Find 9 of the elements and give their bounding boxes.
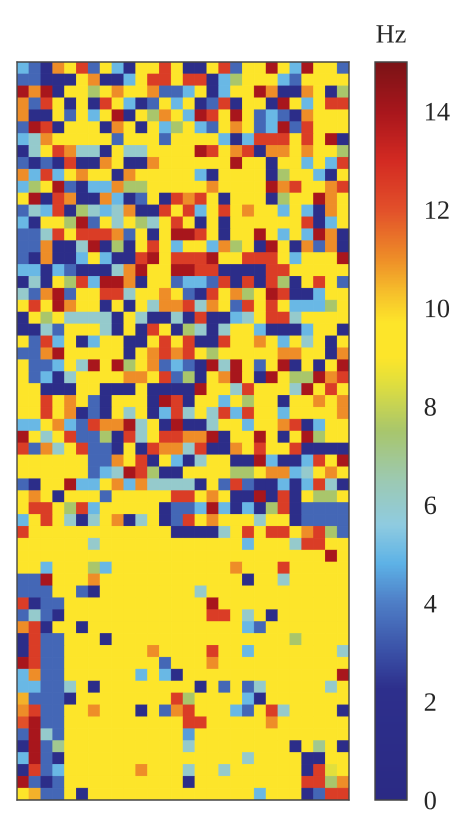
color-bar-label: 4 <box>424 594 436 612</box>
color-bar-label: 6 <box>424 496 436 514</box>
color-bar-label: 8 <box>424 398 436 416</box>
color-bar-label: 2 <box>424 693 436 711</box>
color-bar-label: 0 <box>424 792 436 810</box>
color-bar-label: 12 <box>426 201 449 219</box>
color-bar-title: Hz <box>376 25 406 43</box>
color-bar-label: 10 <box>426 300 450 318</box>
color-bar-label: 14 <box>426 102 450 120</box>
